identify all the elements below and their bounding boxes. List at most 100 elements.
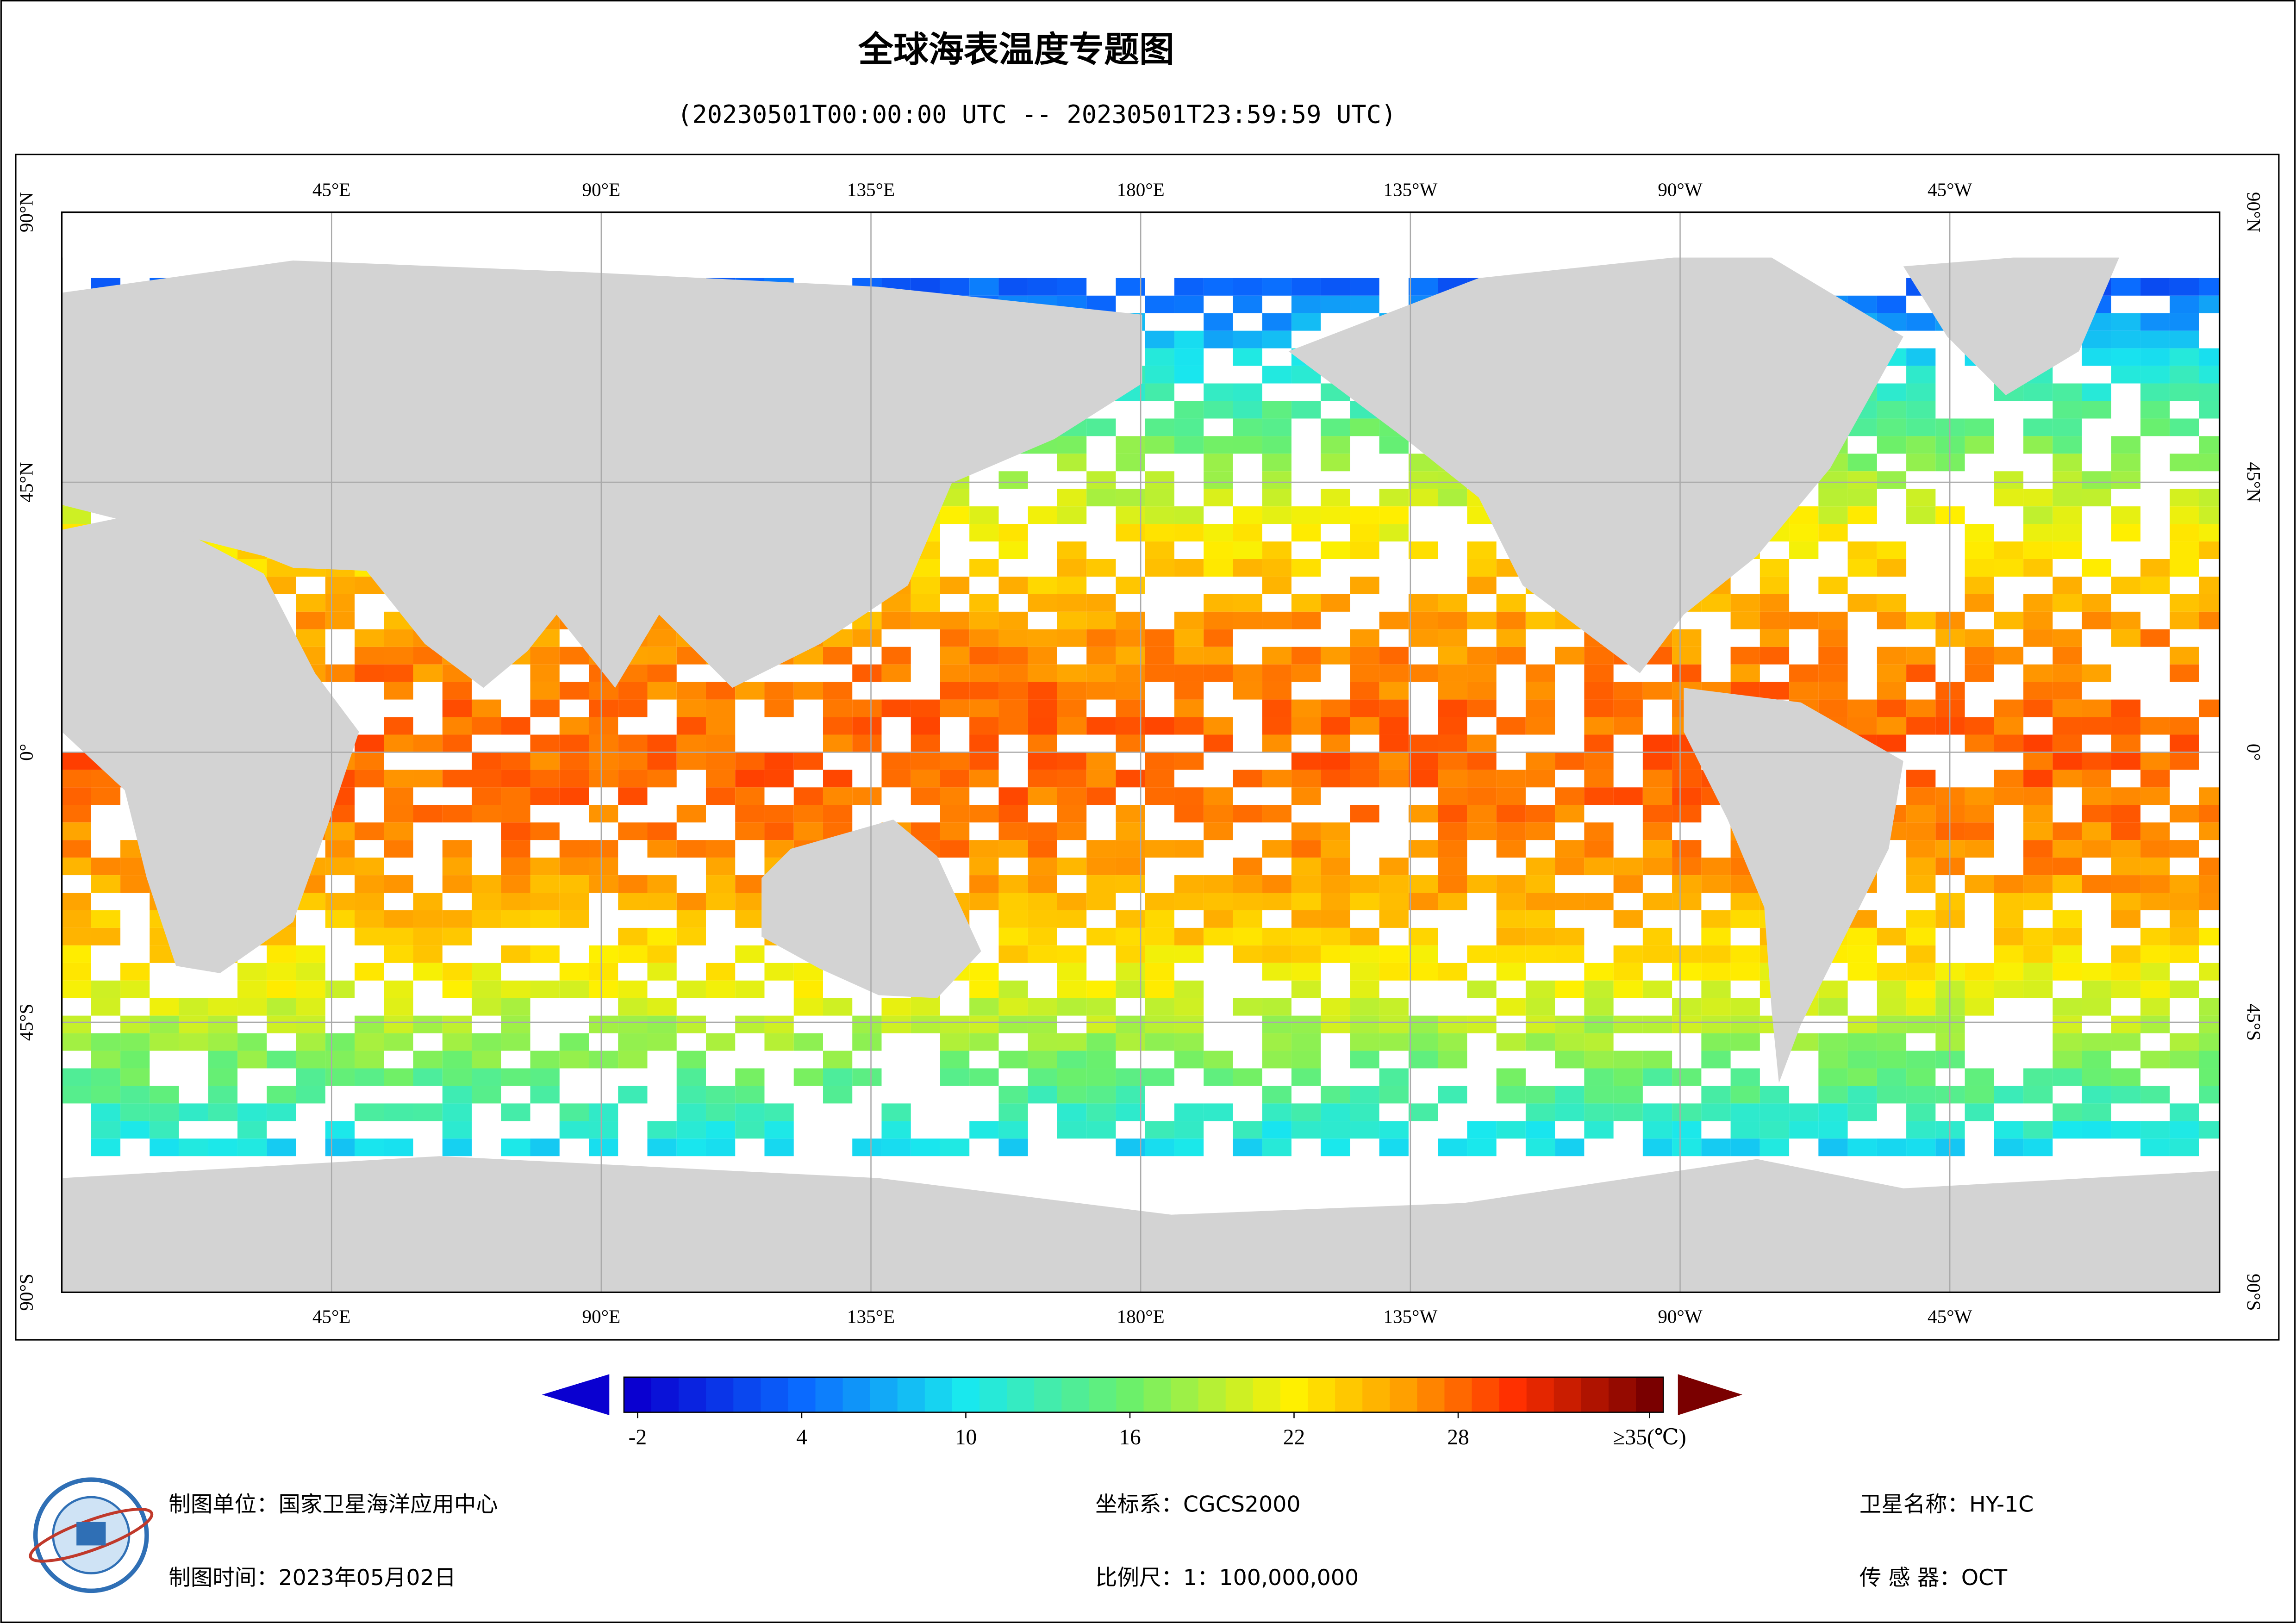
colorbar-segment [1472, 1377, 1500, 1412]
sst-cell [501, 945, 530, 963]
sst-cell [1467, 664, 1497, 682]
sst-cell [1028, 594, 1057, 612]
sst-cell [676, 1103, 706, 1121]
sst-cell [413, 910, 443, 928]
sst-cell [676, 980, 706, 998]
sst-cell [1759, 1138, 1790, 1157]
sst-cell [588, 1121, 618, 1139]
sst-cell [559, 717, 589, 735]
sst-cell [998, 840, 1028, 858]
sst-cell [1408, 629, 1438, 647]
sst-cell [1467, 1015, 1497, 1033]
sst-cell [1174, 629, 1204, 647]
sst-cell [2082, 471, 2111, 489]
colorbar-segment [1636, 1377, 1664, 1412]
sst-cell [1965, 559, 1994, 577]
sst-cell [647, 629, 677, 647]
sst-cell [2053, 629, 2082, 647]
sst-cell [472, 980, 501, 998]
sst-cell [1028, 1033, 1057, 1051]
sst-cell [2140, 366, 2170, 384]
sst-cell [1321, 770, 1350, 788]
sst-cell [1525, 945, 1555, 963]
sst-cell [1672, 647, 1702, 665]
sst-cell [998, 945, 1028, 963]
sst-cell [1496, 787, 1526, 805]
sst-cell [267, 1051, 296, 1069]
sst-cell [647, 1138, 677, 1157]
sst-cell [1584, 787, 1614, 805]
sst-cell [676, 1086, 706, 1104]
sst-cell [1086, 629, 1116, 647]
sst-cell [1379, 893, 1409, 910]
sst-cell [1584, 1121, 1614, 1139]
sst-cell [1174, 787, 1204, 805]
sst-cell [1877, 611, 1907, 629]
sst-cell [1321, 717, 1350, 735]
sst-cell [1262, 682, 1292, 700]
sst-cell [1525, 998, 1555, 1016]
sst-cell [237, 1033, 267, 1051]
sst-cell [1262, 805, 1292, 823]
sst-cell [1028, 893, 1057, 910]
sst-cell [2140, 1086, 2170, 1104]
sst-cell [1145, 893, 1174, 910]
sst-cell [911, 1138, 940, 1157]
sst-cell [705, 717, 736, 735]
sst-cell [676, 1138, 706, 1157]
sst-cell [1379, 1068, 1409, 1086]
sst-cell [1965, 1086, 1994, 1104]
sst-cell [1321, 1086, 1350, 1104]
sst-cell [472, 717, 501, 735]
sst-cell [120, 963, 150, 981]
sst-cell [1584, 840, 1614, 858]
colorbar-segment [1007, 1377, 1035, 1412]
sst-cell [1174, 418, 1204, 436]
sst-cell [559, 752, 589, 770]
sst-cell [179, 1138, 208, 1157]
sst-cell [735, 910, 765, 928]
sst-cell [2199, 805, 2220, 823]
sst-cell [588, 875, 618, 893]
sst-cell [91, 927, 121, 945]
sst-cell [2053, 576, 2082, 594]
sst-cell [969, 980, 999, 998]
sst-cell [413, 893, 443, 910]
sst-cell [676, 1015, 706, 1033]
sst-cell [2111, 1033, 2141, 1051]
footer-date: 制图时间：2023年05月02日 [168, 1565, 456, 1591]
sst-cell [764, 805, 794, 823]
sst-cell [940, 647, 970, 665]
sst-cell [1467, 1121, 1497, 1139]
lon-label: 90°W [1658, 1306, 1703, 1327]
sst-cell [2023, 805, 2053, 823]
sst-cell [998, 647, 1028, 665]
sst-cell [1584, 734, 1614, 752]
sst-cell [150, 1033, 179, 1051]
sst-cell [1584, 1051, 1614, 1069]
sst-cell [764, 1121, 794, 1139]
sst-cell [2053, 1051, 2082, 1069]
sst-cell [1847, 454, 1877, 472]
sst-cell [179, 1033, 208, 1051]
sst-cell [2082, 770, 2111, 788]
sst-cell [559, 1051, 589, 1069]
sst-cell [1906, 1086, 1936, 1104]
sst-cell [1057, 1051, 1087, 1069]
sst-cell [1818, 1103, 1848, 1121]
sst-cell [705, 840, 736, 858]
sst-cell [91, 980, 121, 998]
sst-cell [647, 664, 677, 682]
sst-cell [1965, 664, 1994, 682]
lon-label: 180°E [1117, 179, 1165, 200]
sst-cell [1759, 682, 1790, 700]
sst-cell [355, 858, 384, 876]
sst-cell [1965, 875, 1994, 893]
sst-cell [559, 770, 589, 788]
sst-cell [764, 770, 794, 788]
sst-cell [1438, 489, 1467, 507]
sst-cell [1291, 611, 1321, 629]
sst-cell [2053, 541, 2082, 560]
sst-cell [1057, 699, 1087, 717]
colorbar-segment [842, 1377, 871, 1412]
